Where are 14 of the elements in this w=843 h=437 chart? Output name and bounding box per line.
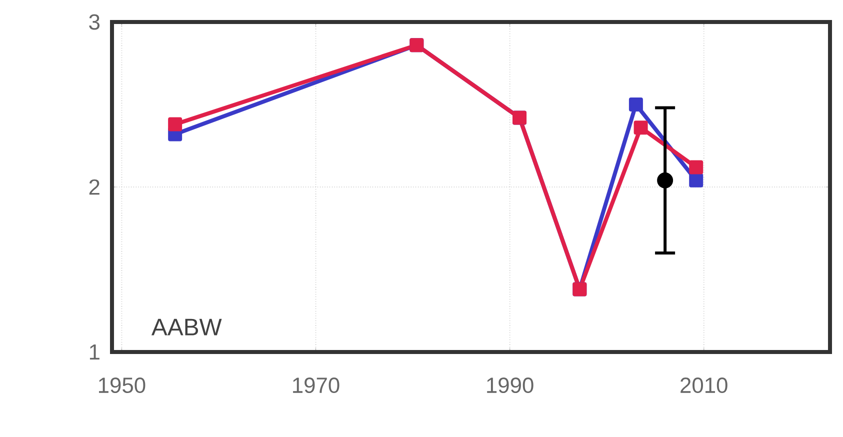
x-tick-label: 1950 [98, 378, 146, 394]
y-tick-label: 3 [89, 14, 100, 30]
point [634, 120, 648, 135]
point [689, 173, 704, 188]
y-tick-label: 1 [90, 344, 100, 360]
point [628, 98, 643, 112]
x-tick-label: 1970 [293, 378, 340, 394]
point [168, 117, 182, 132]
point [657, 172, 674, 188]
x-tick-label: 1990 [487, 378, 534, 394]
point [689, 160, 704, 174]
annotation: AABW [151, 318, 222, 336]
y-tick-label: 2 [89, 179, 100, 195]
x-tick-label: 2010 [680, 378, 728, 394]
